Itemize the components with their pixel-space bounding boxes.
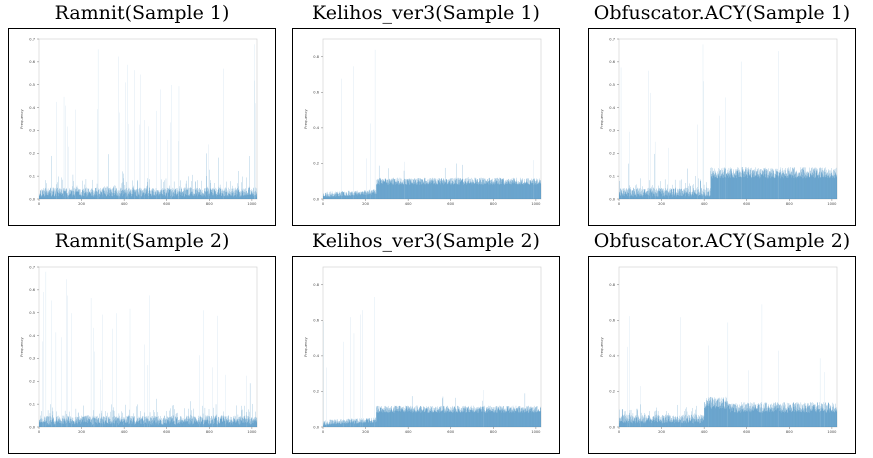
x-tick-label: 0 <box>322 202 325 206</box>
y-tick-label: 0.7 <box>29 265 35 269</box>
chart-panel: Kelihos_ver3(Sample 2) 0.0 0.2 0.4 0.6 0.8 0 2… <box>286 228 566 458</box>
y-tick-label: 0.6 <box>29 60 35 64</box>
bar-chart: 0.0 0.2 0.4 0.6 0.8 0 200 400 600 800 1000 Frequenc… <box>303 38 542 206</box>
y-tick-label: 0.6 <box>313 91 319 95</box>
plot-area <box>322 38 542 200</box>
y-tick-label: 0.1 <box>609 174 615 178</box>
bar-series <box>323 297 542 427</box>
x-tick-label: 200 <box>658 202 666 206</box>
bar-series <box>39 271 258 427</box>
x-tick-label: 600 <box>163 202 171 206</box>
chart-panel: Ramnit(Sample 1) 0.0 0.1 0.2 0.3 0.4 0.5 0.6 0.… <box>2 0 282 230</box>
y-tick-label: 0.3 <box>29 357 35 361</box>
x-tick-label: 400 <box>701 202 709 206</box>
chart-panel: Kelihos_ver3(Sample 1) 0.0 0.2 0.4 0.6 0.8 0 2… <box>286 0 566 230</box>
x-tick-label: 800 <box>490 202 498 206</box>
y-tick-label: 0.3 <box>609 129 615 133</box>
bar-series <box>323 49 542 200</box>
x-tick-label: 600 <box>447 202 455 206</box>
y-tick-label: 0.2 <box>609 152 615 156</box>
chart-title: Kelihos_ver3(Sample 1) <box>312 2 540 24</box>
x-tick-label: 0 <box>618 202 621 206</box>
y-tick-label: 0.2 <box>29 152 35 156</box>
y-tick-label: 0.0 <box>609 197 615 201</box>
y-tick-label: 0.2 <box>313 162 319 166</box>
chart-frame: 0.0 0.1 0.2 0.3 0.4 0.5 0.6 0.7 0 200 400 600 800 100… <box>8 28 276 226</box>
x-tick-label: 1000 <box>247 430 257 434</box>
y-tick-label: 0.2 <box>29 380 35 384</box>
chart-title: Kelihos_ver3(Sample 2) <box>312 230 540 252</box>
chart-title: Ramnit(Sample 2) <box>54 230 230 252</box>
chart-title: Obfuscator.ACY(Sample 1) <box>593 2 851 24</box>
chart-panel: Ramnit(Sample 2) 0.0 0.1 0.2 0.3 0.4 0.5 0.6 0.… <box>2 228 282 458</box>
y-tick-label: 0.6 <box>29 288 35 292</box>
chart-frame: 0.0 0.2 0.4 0.6 0.8 0 200 400 600 800 1000 Frequenc… <box>292 28 560 226</box>
x-tick-label: 1000 <box>247 202 257 206</box>
x-tick-label: 400 <box>121 202 129 206</box>
bar-series <box>39 44 258 200</box>
plot-area <box>322 266 542 428</box>
chart-frame: 0.0 0.1 0.2 0.3 0.4 0.5 0.6 0.7 0 200 400 600 800 100… <box>588 28 856 226</box>
y-tick-label: 0.5 <box>29 83 35 87</box>
x-tick-label: 800 <box>786 202 794 206</box>
x-tick-label: 200 <box>362 202 370 206</box>
y-axis-label: Frequency <box>303 108 308 128</box>
bar-chart: 0.0 0.1 0.2 0.3 0.4 0.5 0.6 0.7 0 200 400 600 800 100… <box>599 37 838 206</box>
x-tick-label: 800 <box>206 430 214 434</box>
y-axis-label: Frequency <box>19 108 24 128</box>
y-tick-label: 0.7 <box>609 37 615 41</box>
y-tick-label: 0.5 <box>609 83 615 87</box>
chart-panel: Obfuscator.ACY(Sample 1) 0.0 0.1 0.2 0.3 0.4… <box>576 0 868 230</box>
y-tick-label: 0.1 <box>29 174 35 178</box>
y-tick-label: 0.8 <box>313 55 319 59</box>
y-tick-label: 0.0 <box>313 197 319 201</box>
y-tick-label: 0.4 <box>313 126 319 130</box>
x-tick-label: 400 <box>121 430 129 434</box>
bar-series <box>619 44 838 200</box>
chart-frame: 0.0 0.1 0.2 0.3 0.4 0.5 0.6 0.7 0 200 400 600 800 100… <box>8 256 276 454</box>
y-tick-label: 0.4 <box>29 334 35 338</box>
chart-frame: 0.0 0.2 0.4 0.6 0.8 0 200 400 600 800 1000 Frequenc… <box>292 256 560 454</box>
x-tick-label: 1000 <box>531 202 541 206</box>
y-tick-label: 0.1 <box>29 402 35 406</box>
y-tick-label: 0.4 <box>29 106 35 110</box>
y-tick-label: 0.0 <box>29 197 35 201</box>
plot-area <box>38 38 258 200</box>
x-tick-label: 600 <box>743 202 751 206</box>
y-tick-label: 0.3 <box>29 129 35 133</box>
x-tick-label: 400 <box>405 202 413 206</box>
bar-chart: 0.0 0.1 0.2 0.3 0.4 0.5 0.6 0.7 0 200 400 600 800 100… <box>19 37 258 206</box>
x-tick-label: 200 <box>78 202 86 206</box>
y-tick-label: 0.7 <box>29 37 35 41</box>
chart-title: Ramnit(Sample 1) <box>54 2 230 24</box>
y-tick-label: 0.0 <box>29 425 35 429</box>
y-axis-label: Frequency <box>19 336 24 356</box>
y-tick-label: 0.6 <box>609 60 615 64</box>
x-tick-label: 600 <box>163 430 171 434</box>
bar-chart: 0.00.20.40.60.80 200 400 600 800 1000Frequenc… <box>303 266 542 434</box>
x-tick-label: 800 <box>206 202 214 206</box>
bar-chart: 0.0 0.1 0.2 0.3 0.4 0.5 0.6 0.7 0 200 400 600 800 100… <box>19 265 258 434</box>
y-axis-label: Frequency <box>599 108 604 128</box>
x-tick-label: 0 <box>38 202 41 206</box>
x-tick-label: 0 <box>38 430 41 434</box>
y-tick-label: 0.4 <box>609 106 615 110</box>
y-tick-label: 0.5 <box>29 311 35 315</box>
x-tick-label: 1000 <box>827 202 837 206</box>
x-tick-label: 200 <box>78 430 86 434</box>
